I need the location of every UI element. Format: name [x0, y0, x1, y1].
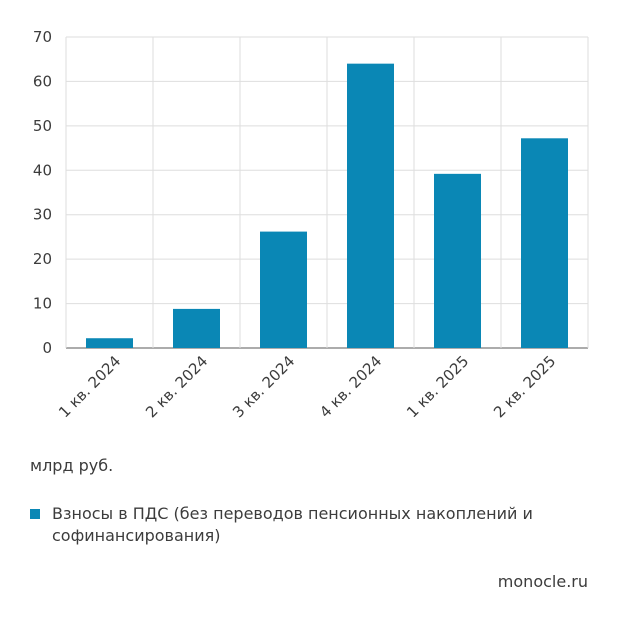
legend-swatch [30, 509, 40, 519]
y-tick-label: 10 [33, 295, 52, 313]
bar [173, 308, 220, 348]
y-axis-ticks: 0 10 20 30 40 50 60 70 [33, 28, 52, 357]
y-tick-label: 40 [33, 161, 52, 179]
bar [434, 173, 481, 348]
bar [86, 338, 133, 348]
x-tick-label: 4 кв. 2024 [316, 352, 385, 421]
y-tick-label: 0 [42, 339, 52, 357]
x-tick-label: 1 кв. 2024 [55, 352, 124, 421]
y-tick-label: 20 [33, 250, 52, 268]
source-label: monocle.ru [497, 572, 588, 591]
bars [86, 63, 568, 349]
y-tick-label: 60 [33, 72, 52, 90]
grid-lines [65, 36, 589, 349]
legend: Взносы в ПДС (без переводов пенсионных н… [30, 503, 570, 547]
x-axis-labels: 1 кв. 2024 2 кв. 2024 3 кв. 2024 4 кв. 2024… [55, 352, 559, 421]
x-tick-label: 1 кв. 2025 [403, 352, 472, 421]
x-tick-label: 2 кв. 2025 [490, 352, 559, 421]
bar [347, 63, 394, 349]
y-tick-label: 70 [33, 28, 52, 46]
x-tick-label: 3 кв. 2024 [229, 352, 298, 421]
bar [260, 231, 307, 348]
y-tick-label: 50 [33, 117, 52, 135]
bar [521, 138, 568, 348]
y-tick-label: 30 [33, 206, 52, 224]
x-tick-label: 2 кв. 2024 [142, 352, 211, 421]
y-axis-unit-label: млрд руб. [30, 456, 114, 475]
legend-label: Взносы в ПДС (без переводов пенсионных н… [52, 504, 533, 545]
bar-chart: 0 10 20 30 40 50 60 70 1 кв. 2024 2 кв. 2024 3 кв… [33, 28, 589, 421]
